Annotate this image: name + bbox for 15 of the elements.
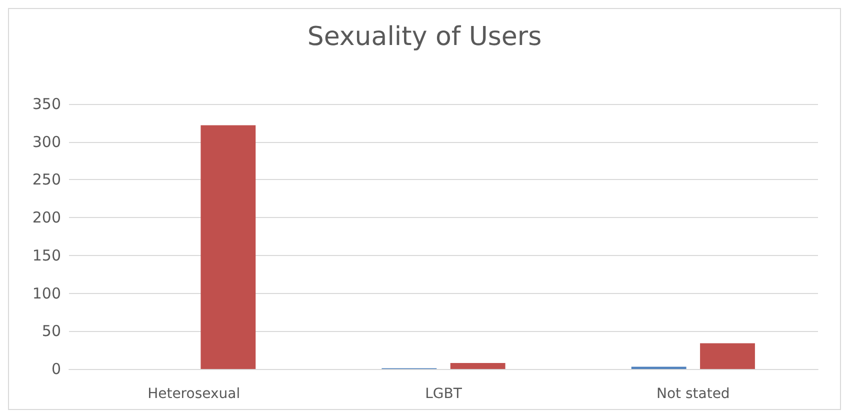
bar [700,343,755,369]
y-tick-label: 0 [51,360,61,378]
y-tick-label: 100 [32,284,61,302]
y-tick-label: 150 [32,246,61,264]
x-tick-label: Not stated [656,386,730,402]
bar [450,362,506,369]
bar [200,125,256,369]
x-tick-label: LGBT [425,386,462,402]
chart-title: Sexuality of Users [307,22,542,52]
y-tick-label: 50 [42,322,61,340]
y-tick-label: 250 [32,170,61,189]
x-tick-label: Heterosexual [148,386,240,402]
y-tick-label: 200 [32,208,61,227]
y-tick-label: 300 [32,132,61,151]
y-tick-label: 350 [32,95,61,113]
